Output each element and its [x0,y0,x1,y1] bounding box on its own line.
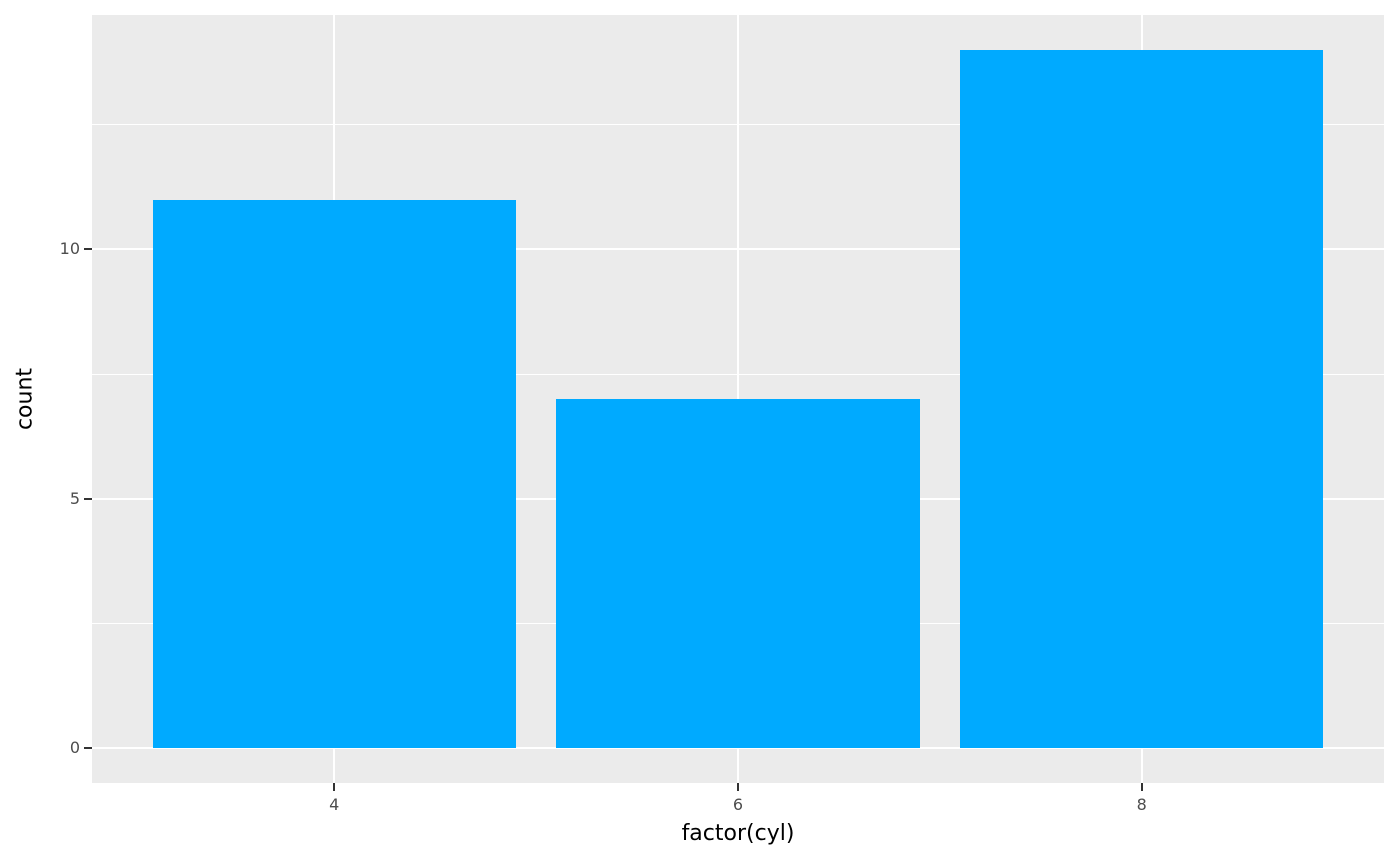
y-tick-mark [84,747,92,750]
bar-cyl-6 [556,399,920,749]
bar-cyl-4 [152,199,516,749]
x-axis-title: factor(cyl) [681,821,795,846]
y-tick-mark [84,497,92,500]
y-axis-title: count [12,367,38,431]
x-tick-mark [737,783,739,791]
x-tick-label: 8 [1136,795,1147,814]
x-tick-mark [333,783,336,791]
y-tick-label: 5 [69,488,80,508]
x-tick-label: 6 [732,795,744,814]
bar-cyl-8 [960,49,1324,749]
plot-panel [92,15,1384,783]
y-tick-label: 10 [59,239,80,259]
x-tick-mark [1140,783,1143,791]
y-tick-mark [84,248,92,251]
x-tick-label: 4 [329,795,340,814]
y-tick-label: 0 [69,738,80,758]
